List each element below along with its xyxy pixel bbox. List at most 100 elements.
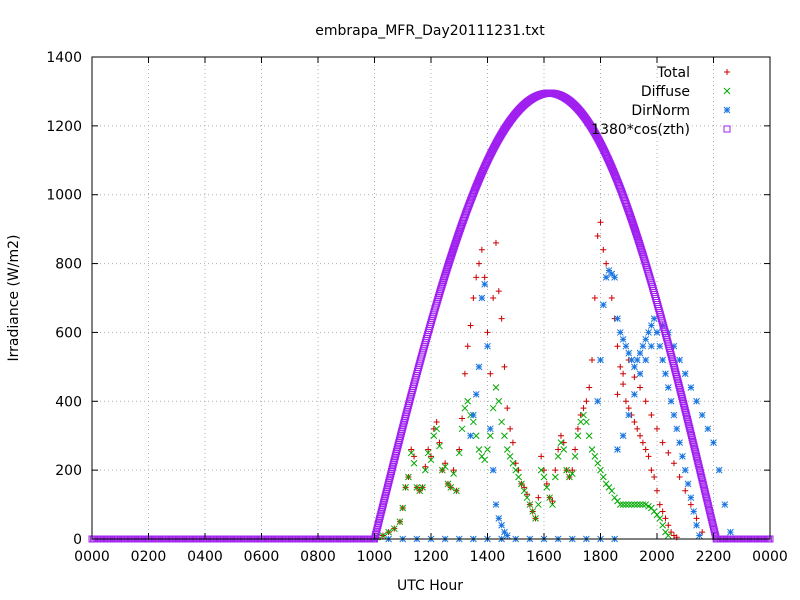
data-point	[625, 405, 632, 412]
data-point	[382, 488, 390, 496]
data-point	[705, 504, 713, 512]
data-point	[381, 494, 389, 502]
data-point	[594, 397, 602, 405]
data-point	[390, 459, 398, 467]
data-point	[380, 499, 388, 507]
data-point	[552, 467, 559, 474]
data-point	[526, 501, 534, 508]
data-point	[430, 425, 437, 432]
x-axis-label: UTC Hour	[397, 578, 463, 594]
data-point	[695, 464, 703, 472]
data-point	[444, 262, 452, 270]
data-point	[687, 431, 695, 439]
data-point	[503, 532, 511, 539]
data-point	[708, 516, 716, 524]
data-point	[591, 295, 598, 301]
x-tick-label: 1000	[357, 549, 393, 565]
data-point	[636, 370, 644, 378]
data-point	[394, 441, 402, 449]
data-point	[710, 523, 717, 531]
data-point	[617, 363, 624, 370]
data-point	[709, 521, 717, 529]
data-point	[622, 398, 629, 405]
x-tick-label: 0600	[244, 549, 280, 565]
legend: Total Diffuse DirNorm 1380*cos(zth)	[591, 65, 731, 138]
data-point	[706, 507, 714, 515]
data-point	[498, 418, 505, 426]
data-point	[645, 329, 652, 336]
data-point	[518, 480, 525, 488]
data-point	[687, 501, 694, 508]
data-point	[478, 246, 485, 253]
data-point	[574, 432, 582, 440]
data-point	[659, 521, 667, 529]
data-point	[647, 322, 655, 329]
data-point	[702, 492, 710, 500]
data-point	[475, 363, 483, 371]
data-point	[636, 501, 644, 508]
data-point	[402, 412, 410, 420]
data-point	[445, 260, 453, 268]
data-point	[377, 508, 385, 516]
data-point	[509, 439, 516, 446]
data-point	[396, 434, 404, 442]
data-point	[393, 445, 401, 453]
data-point	[484, 342, 491, 350]
data-point	[543, 484, 551, 491]
data-point	[399, 504, 407, 512]
data-point	[386, 472, 394, 480]
data-point	[475, 446, 483, 453]
data-point	[619, 335, 627, 343]
y-tick-label: 800	[55, 257, 82, 273]
data-point	[680, 399, 688, 407]
data-point	[673, 373, 681, 381]
data-point	[654, 487, 660, 494]
data-point	[441, 271, 449, 279]
data-point	[541, 467, 547, 474]
data-point	[662, 370, 669, 378]
data-point	[680, 402, 688, 410]
data-point	[672, 368, 680, 376]
data-point	[685, 420, 693, 428]
data-point	[472, 391, 480, 398]
data-point	[476, 260, 483, 267]
data-point	[472, 432, 480, 440]
data-point	[631, 418, 638, 425]
data-point	[603, 260, 610, 267]
data-point	[628, 501, 635, 508]
data-point	[389, 461, 397, 469]
data-point	[387, 470, 395, 478]
data-point	[436, 439, 443, 446]
data-point	[441, 273, 449, 281]
data-point	[637, 432, 644, 439]
data-point	[653, 329, 661, 336]
data-point	[693, 455, 701, 463]
data-point	[382, 490, 390, 498]
data-point	[509, 459, 517, 467]
data-point	[696, 532, 703, 539]
data-point	[633, 233, 641, 241]
data-point	[478, 294, 486, 302]
data-point	[470, 411, 477, 419]
data-point	[686, 427, 694, 435]
data-point	[676, 386, 684, 394]
data-point	[707, 511, 715, 519]
data-point	[450, 470, 457, 477]
data-point	[699, 529, 706, 536]
data-point	[523, 494, 531, 502]
data-point	[442, 269, 450, 277]
x-tick-label: 2200	[696, 549, 732, 565]
data-point	[464, 343, 471, 350]
data-point	[583, 398, 590, 405]
data-point	[673, 425, 681, 433]
data-point	[659, 439, 666, 446]
data-point	[439, 277, 447, 285]
data-point	[599, 473, 607, 481]
data-point	[467, 322, 474, 329]
x-tick-label: 1600	[526, 549, 562, 565]
data-point	[411, 453, 418, 460]
data-point	[636, 241, 644, 249]
data-point	[392, 450, 400, 458]
data-point	[442, 460, 449, 467]
